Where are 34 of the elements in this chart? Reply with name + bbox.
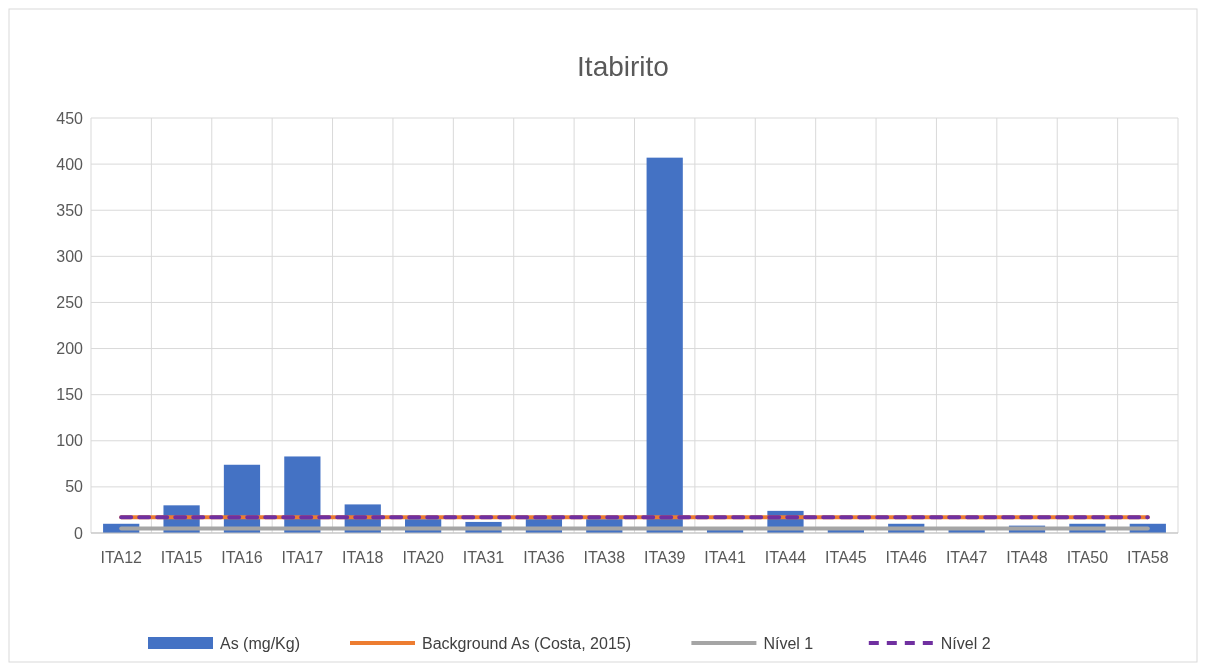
x-tick-label: ITA58 [1127, 549, 1169, 566]
x-tick-label: ITA45 [825, 549, 867, 566]
x-tick-label: ITA12 [100, 549, 143, 566]
legend-label: Nível 1 [763, 634, 814, 652]
x-tick-label: ITA36 [523, 549, 565, 566]
y-tick-label: 250 [56, 294, 84, 312]
legend-label: Background As (Costa, 2015) [422, 634, 632, 652]
y-tick-label: 0 [74, 524, 84, 542]
x-tick-label: ITA20 [402, 549, 444, 566]
x-tick-label: ITA50 [1066, 549, 1109, 566]
x-tick-label: ITA48 [1006, 549, 1048, 566]
x-tick-label: ITA47 [945, 549, 988, 566]
x-tick-label: ITA44 [764, 549, 807, 566]
x-tick-label: ITA15 [160, 549, 203, 566]
x-tick-label: ITA46 [885, 549, 928, 566]
x-tick-label: ITA18 [342, 549, 384, 566]
y-tick-label: 350 [56, 201, 84, 219]
y-tick-label: 100 [56, 432, 84, 450]
legend-label: As (mg/Kg) [220, 634, 301, 652]
x-tick-label: ITA39 [643, 549, 686, 566]
y-tick-label: 450 [56, 109, 84, 127]
bar [646, 157, 683, 533]
y-tick-label: 50 [65, 478, 84, 496]
y-tick-label: 300 [56, 247, 84, 265]
y-tick-label: 200 [56, 340, 84, 358]
x-tick-label: ITA31 [462, 549, 505, 566]
x-tick-label: ITA41 [704, 549, 746, 566]
x-tick-label: ITA16 [221, 549, 263, 566]
y-tick-label: 150 [56, 386, 84, 404]
chart-title: Itabirito [577, 51, 669, 82]
x-tick-label: ITA17 [281, 549, 324, 566]
y-tick-label: 400 [56, 155, 84, 173]
x-tick-label: ITA38 [583, 549, 626, 566]
legend-label: Nível 2 [940, 634, 991, 652]
